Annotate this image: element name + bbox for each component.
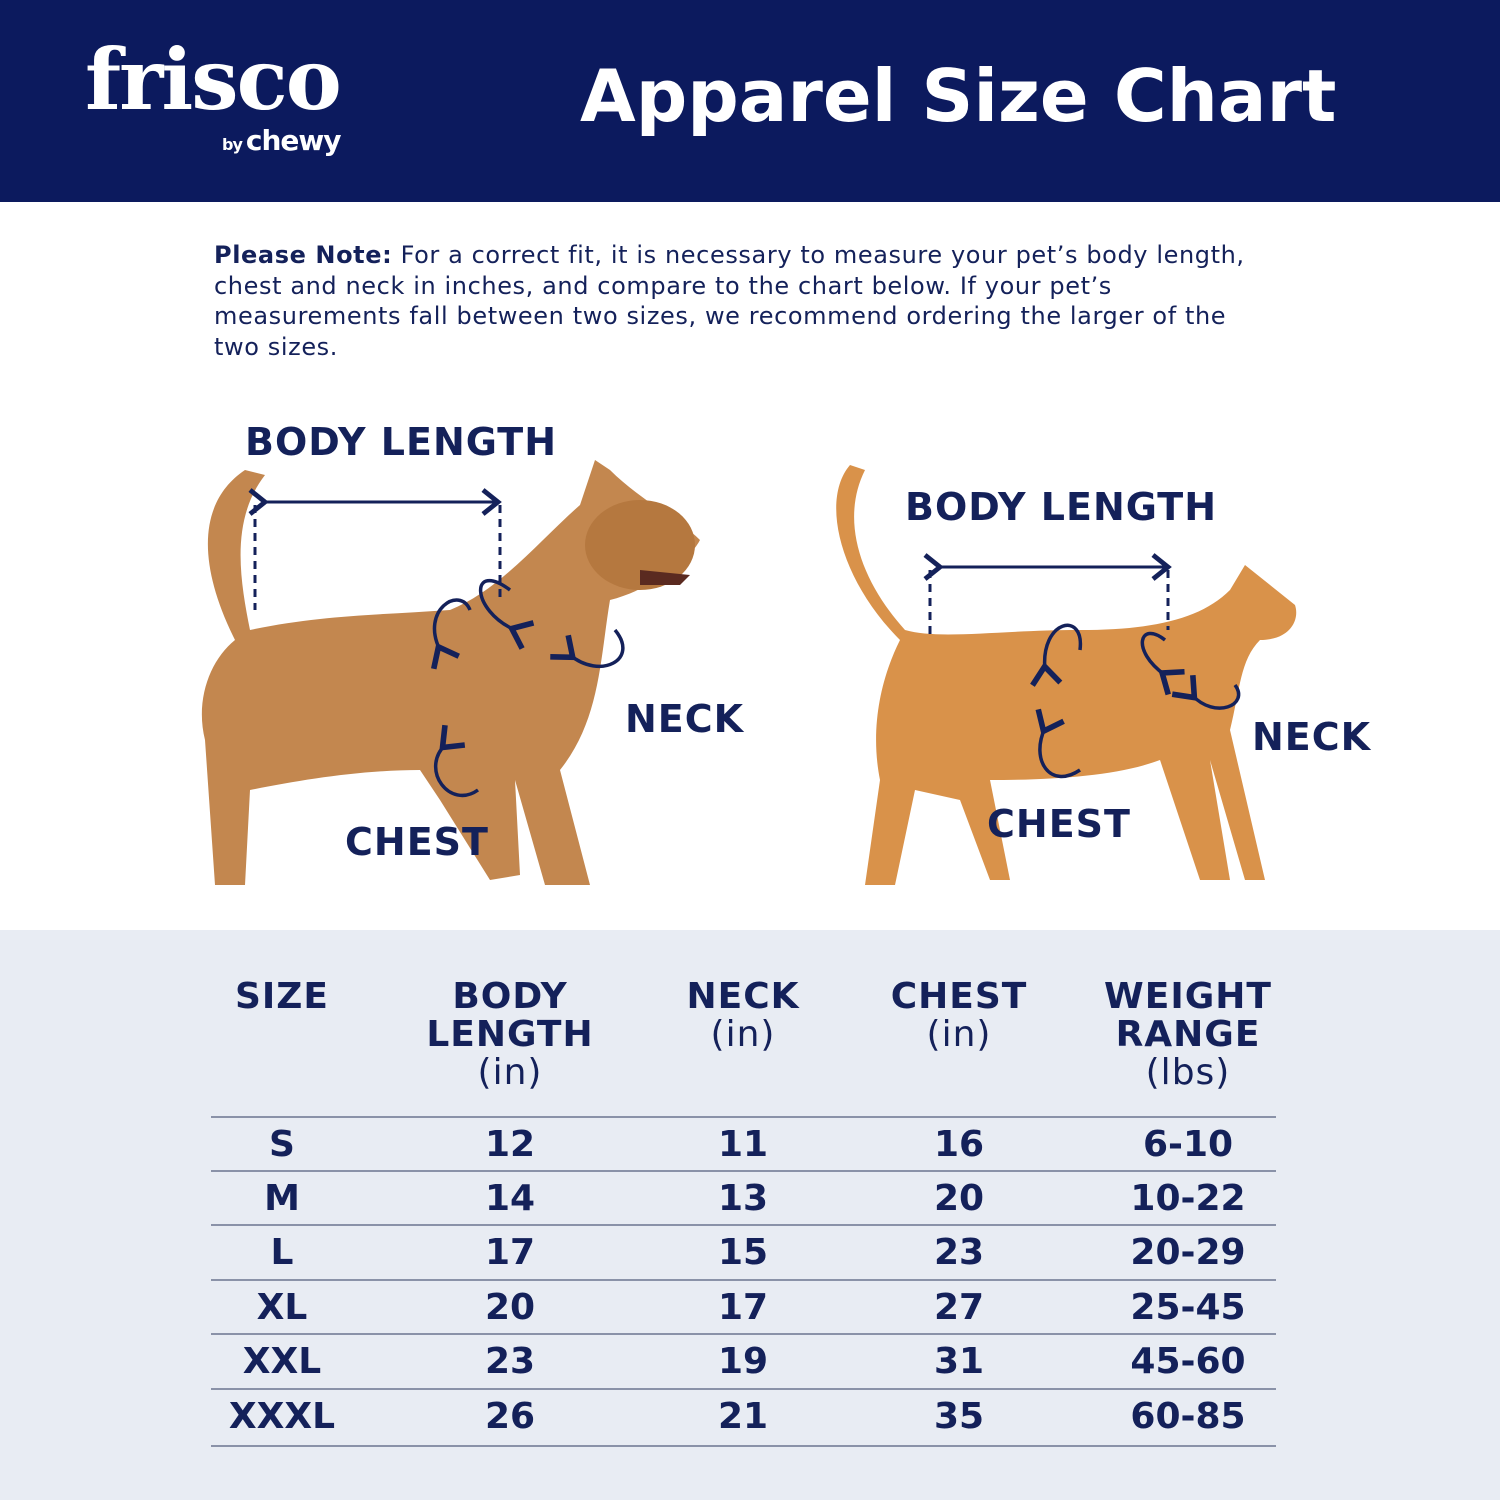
table-cell: 12 [484,1124,536,1165]
logo-brand: chewy [245,124,342,157]
header-body-length: BODY LENGTH (in) [390,978,630,1092]
table-bottom-border [211,1445,1276,1447]
table-cell: 15 [717,1232,769,1273]
table-cell: S [269,1124,295,1165]
dog-body-length-label: BODY LENGTH [245,420,558,464]
header-unit: (lbs) [1145,1052,1231,1093]
table-cell: 20 [484,1287,536,1328]
dog-chest-label: CHEST [345,820,489,864]
note-text: For a correct fit, it is necessary to me… [214,241,1245,361]
table-row: L 17 15 23 20-29 [211,1224,1276,1278]
dog-body-length-arrow [248,488,502,610]
header-title: NECK [686,976,800,1017]
table-cell: 11 [717,1124,769,1165]
cat-body-length-arrow [923,553,1172,640]
cat-measure-arrows [1030,623,1241,778]
header-chest: CHEST (in) [839,978,1079,1054]
table-cell: 25-45 [1130,1287,1246,1328]
table-cell: 27 [933,1287,985,1328]
header-weight-range: WEIGHT RANGE (lbs) [1068,978,1308,1092]
table-cell: 31 [933,1341,985,1382]
table-cell: 20 [933,1178,985,1219]
cat-neck-label: NECK [1252,715,1372,759]
table-cell: 16 [933,1124,985,1165]
header-title: BODY LENGTH [426,976,594,1055]
header-title: CHEST [890,976,1028,1017]
table-cell: 26 [484,1396,536,1437]
cat-chest-label: CHEST [987,802,1131,846]
header-unit: (in) [710,1014,776,1055]
table-cell: 17 [717,1287,769,1328]
frisco-logo: frisco [85,30,342,129]
table-cell: XXXL [228,1396,336,1437]
table-cell: 6-10 [1142,1124,1234,1165]
table-cell: 20-29 [1130,1232,1246,1273]
dog-measure-arrows [430,578,625,798]
header-title: SIZE [234,976,330,1017]
header-size: SIZE [162,978,402,1016]
size-table: SIZE BODY LENGTH (in) NECK (in) CHEST (in) … [0,930,1500,1500]
table-cell: XXL [242,1341,322,1382]
table-cell: 14 [484,1178,536,1219]
pet-measurement-illustration [201,460,1297,885]
header-title: WEIGHT RANGE [1104,976,1272,1055]
table-cell: 45-60 [1130,1341,1246,1382]
table-cell: XL [256,1287,308,1328]
table-row: S 12 11 16 6-10 [211,1116,1276,1170]
table-row: XXL 23 19 31 45-60 [211,1333,1276,1387]
table-row: M 14 13 20 10-22 [211,1170,1276,1224]
table-cell: 21 [717,1396,769,1437]
table-cell: 19 [717,1341,769,1382]
logo-by: by [222,135,243,154]
dog-photo [201,460,701,885]
table-cell: 35 [933,1396,985,1437]
table-cell: 23 [484,1341,536,1382]
table-row: XL 20 17 27 25-45 [211,1279,1276,1333]
cat-body-length-label: BODY LENGTH [905,485,1218,529]
chewy-logo: by chewy [222,124,342,157]
header-unit: (in) [477,1052,543,1093]
table-cell: 23 [933,1232,985,1273]
table-cell: 60-85 [1130,1396,1246,1437]
note-label: Please Note: [214,241,393,269]
dog-neck-label: NECK [625,697,745,741]
header: frisco by chewy Apparel Size Chart [0,0,1500,202]
table-cell: L [270,1232,294,1273]
table-cell: 10-22 [1130,1178,1246,1219]
table-cell: M [264,1178,300,1219]
page-title: Apparel Size Chart [580,54,1337,138]
header-unit: (in) [926,1014,992,1055]
table-row: XXXL 26 21 35 60-85 [211,1388,1276,1442]
header-neck: NECK (in) [623,978,863,1054]
table-cell: 13 [717,1178,769,1219]
table-cell: 17 [484,1232,536,1273]
fit-note: Please Note: For a correct fit, it is ne… [214,240,1254,362]
cat-photo [836,465,1297,885]
